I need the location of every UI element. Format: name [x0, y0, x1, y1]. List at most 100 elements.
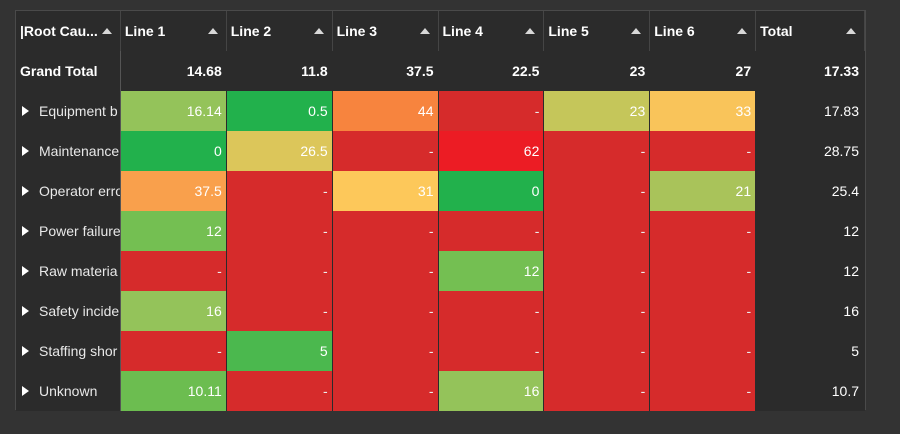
header-row: |Root Cau... Line 1 Line 2 Line 3 Line 4 Lin… [16, 11, 865, 51]
expand-arrow-icon[interactable] [22, 226, 29, 237]
header-root-cause-label: |Root Cau... [20, 23, 98, 39]
heat-cell: - [332, 211, 439, 251]
grand-total-line-5: 23 [544, 51, 651, 91]
row-label: Operator erro [39, 183, 121, 199]
heat-cell: - [120, 251, 227, 291]
sort-arrow-icon[interactable] [846, 28, 856, 34]
heat-cell: - [438, 331, 545, 371]
sort-arrow-icon[interactable] [737, 28, 748, 34]
heat-cell: - [544, 211, 651, 251]
grand-total-label: Grand Total [16, 51, 121, 91]
heat-cell: 0 [120, 131, 227, 171]
table-row: Staffing shor -5- - - -5 [16, 331, 865, 371]
sort-arrow-icon[interactable] [631, 28, 642, 34]
heat-cell: 44 [332, 91, 439, 131]
heat-cell: - [438, 91, 545, 131]
table-row: Operator erro 37.5-31 0-21 25.4 [16, 171, 865, 211]
grand-total-line-3: 37.5 [332, 51, 439, 91]
row-total: 25.4 [756, 171, 865, 211]
grand-total-line-4: 22.5 [438, 51, 545, 91]
heat-cell: 31 [332, 171, 439, 211]
row-label: Power failure [39, 223, 121, 239]
table-row: Equipment b 16.14 0.5 44-23 33 17.83 [16, 91, 865, 131]
heat-cell: 16 [120, 291, 227, 331]
expand-arrow-icon[interactable] [22, 146, 29, 157]
heat-cell: - [650, 291, 757, 331]
header-line-label: Line 5 [548, 23, 589, 39]
heat-cell: 12 [120, 211, 227, 251]
heat-cell: - [650, 371, 757, 411]
heat-cell: - [544, 291, 651, 331]
heat-cell: - [438, 211, 545, 251]
heat-cell: - [650, 331, 757, 371]
expand-arrow-icon[interactable] [22, 346, 29, 357]
header-line-2[interactable]: Line 2 [226, 11, 333, 51]
heat-cell: 16 [438, 371, 545, 411]
grand-total-line-6: 27 [650, 51, 757, 91]
heat-cell: - [650, 251, 757, 291]
row-total: 16 [756, 291, 865, 331]
sort-arrow-icon[interactable] [101, 28, 112, 34]
heat-cell: - [332, 331, 439, 371]
row-header[interactable]: Power failure [16, 211, 121, 251]
header-line-4[interactable]: Line 4 [438, 11, 545, 51]
header-line-3[interactable]: Line 3 [332, 11, 439, 51]
heat-cell: - [332, 291, 439, 331]
header-line-label: Line 6 [654, 23, 695, 39]
row-header[interactable]: Raw materia [16, 251, 121, 291]
expand-arrow-icon[interactable] [22, 266, 29, 277]
row-header[interactable]: Equipment b [16, 91, 121, 131]
table-row: Raw materia - - -12- -12 [16, 251, 865, 291]
expand-arrow-icon[interactable] [22, 106, 29, 117]
heat-cell: 23 [544, 91, 651, 131]
heat-cell: 0.5 [226, 91, 333, 131]
heat-cell: 0 [438, 171, 545, 211]
row-total: 10.7 [756, 371, 865, 411]
header-line-5[interactable]: Line 5 [544, 11, 651, 51]
heat-cell: - [438, 291, 545, 331]
row-header[interactable]: Safety incide [16, 291, 121, 331]
row-label: Maintenance [39, 143, 120, 159]
sort-arrow-icon[interactable] [419, 28, 430, 34]
row-total: 5 [756, 331, 865, 371]
heat-cell: - [544, 371, 651, 411]
heat-cell: - [544, 251, 651, 291]
row-header[interactable]: Unknown [16, 371, 121, 411]
expand-arrow-icon[interactable] [22, 186, 29, 197]
heat-cell: - [226, 371, 333, 411]
heat-cell: 21 [650, 171, 757, 211]
heat-cell: - [332, 251, 439, 291]
header-line-1[interactable]: Line 1 [120, 11, 227, 51]
header-root-cause[interactable]: |Root Cau... [16, 11, 121, 51]
header-line-label: Line 3 [336, 23, 378, 39]
heat-cell: 5 [226, 331, 333, 371]
expand-arrow-icon[interactable] [22, 306, 29, 317]
heat-cell: - [332, 131, 439, 171]
header-line-6[interactable]: Line 6 [650, 11, 757, 51]
row-label: Unknown [39, 383, 98, 399]
heat-cell: - [332, 371, 439, 411]
header-total[interactable]: Total [756, 11, 865, 51]
sort-arrow-icon[interactable] [313, 28, 324, 34]
grand-total-line-2: 11.8 [226, 51, 333, 91]
heat-cell: - [226, 211, 333, 251]
row-label: Raw materia [39, 263, 118, 279]
heat-cell: 16.14 [120, 91, 227, 131]
row-header[interactable]: Maintenance [16, 131, 121, 171]
heat-cell: - [544, 131, 651, 171]
sort-arrow-icon[interactable] [207, 28, 218, 34]
table-row: Power failure 12- - - - -12 [16, 211, 865, 251]
row-header[interactable]: Operator erro [16, 171, 121, 211]
header-total-label: Total [760, 23, 793, 39]
heat-cell: - [544, 331, 651, 371]
header-line-label: Line 2 [230, 23, 272, 39]
table-row: Unknown 10.11- -16- -10.7 [16, 371, 865, 411]
expand-arrow-icon[interactable] [22, 386, 29, 397]
row-label: Staffing shor [39, 343, 118, 359]
header-line-label: Line 4 [442, 23, 483, 39]
heat-cell: 26.5 [226, 131, 333, 171]
heat-cell: - [226, 251, 333, 291]
row-header[interactable]: Staffing shor [16, 331, 121, 371]
sort-arrow-icon[interactable] [525, 28, 536, 34]
row-total: 17.83 [756, 91, 865, 131]
